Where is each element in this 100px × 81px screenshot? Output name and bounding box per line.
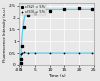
c(S2) = 5%	[64, 9, 65, 10]
c(S3) = 5%	[23, 51, 25, 52]
c(S2) = 5%	[23, 27, 25, 28]
c(S3) = 5%	[22, 52, 23, 53]
c(S3) = 5%	[20, 54, 22, 55]
X-axis label: Time (s): Time (s)	[48, 74, 65, 78]
c(S2) = 5%	[49, 10, 50, 11]
c(S2) = 5%	[21, 59, 22, 60]
Line: c(S2) = 5%: c(S2) = 5%	[20, 7, 93, 64]
c(S3) = 5%	[35, 53, 36, 54]
c(S3) = 5%	[64, 52, 65, 53]
c(S2) = 5%	[27, 15, 28, 16]
Y-axis label: Fluorescence Intensity (a.u.): Fluorescence Intensity (a.u.)	[4, 6, 8, 62]
c(S3) = 5%	[21, 53, 22, 54]
c(S3) = 5%	[92, 52, 93, 53]
c(S2) = 5%	[78, 8, 80, 9]
c(S2) = 5%	[92, 8, 93, 9]
c(S3) = 5%	[27, 52, 28, 53]
c(S2) = 5%	[20, 63, 22, 64]
c(S2) = 5%	[35, 12, 36, 13]
c(S3) = 5%	[49, 53, 50, 54]
Line: c(S3) = 5%: c(S3) = 5%	[20, 51, 94, 56]
Legend: c(S2) = 5%, c(S3) = 5%: c(S2) = 5%, c(S3) = 5%	[20, 4, 46, 15]
c(S3) = 5%	[78, 53, 80, 54]
